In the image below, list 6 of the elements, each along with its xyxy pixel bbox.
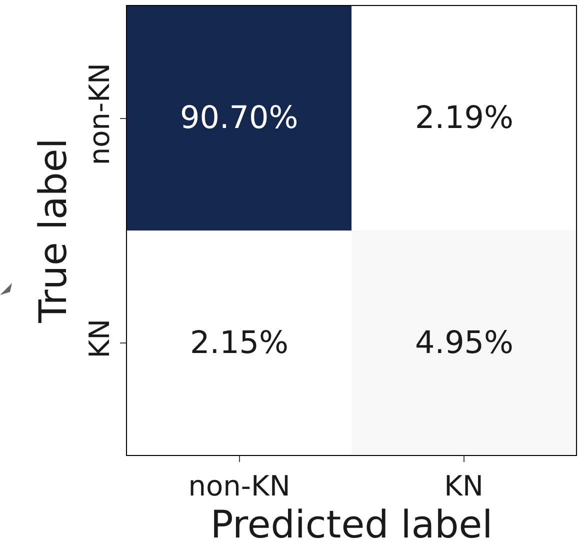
data-label: 2.15%: [190, 325, 288, 361]
data-label: 2.19%: [415, 100, 514, 136]
x-axis-title: Predicted label: [210, 502, 493, 547]
data-label: 4.95%: [415, 325, 514, 361]
y-axis-title: True label: [31, 138, 75, 324]
data-label: 90.70%: [180, 100, 298, 136]
